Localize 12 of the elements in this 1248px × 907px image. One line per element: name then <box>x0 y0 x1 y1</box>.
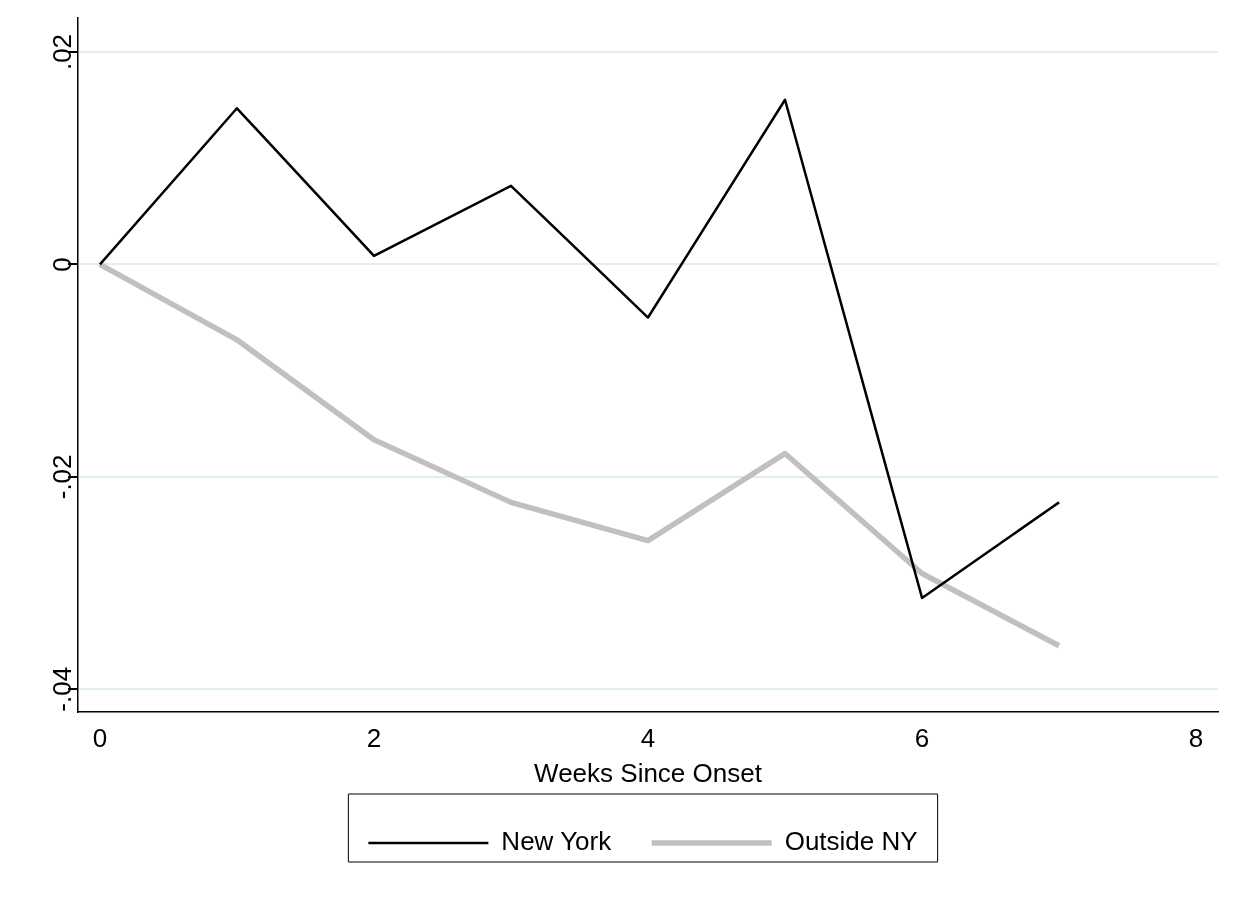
y-tick-label: -.02 <box>47 454 78 500</box>
y-tick-label: .02 <box>47 33 78 71</box>
x-tick-label: 2 <box>366 723 382 754</box>
legend-label: Outside NY <box>784 826 918 857</box>
y-tick-label: 0 <box>47 257 78 272</box>
x-tick-label: 4 <box>640 723 656 754</box>
x-axis-title: Weeks Since Onset <box>534 757 763 788</box>
x-tick-label: 0 <box>92 723 108 754</box>
legend-label: New York <box>501 826 613 857</box>
x-tick-label: 8 <box>1188 723 1204 754</box>
x-tick-label: 6 <box>914 723 930 754</box>
y-tick-label: -.04 <box>47 666 78 712</box>
